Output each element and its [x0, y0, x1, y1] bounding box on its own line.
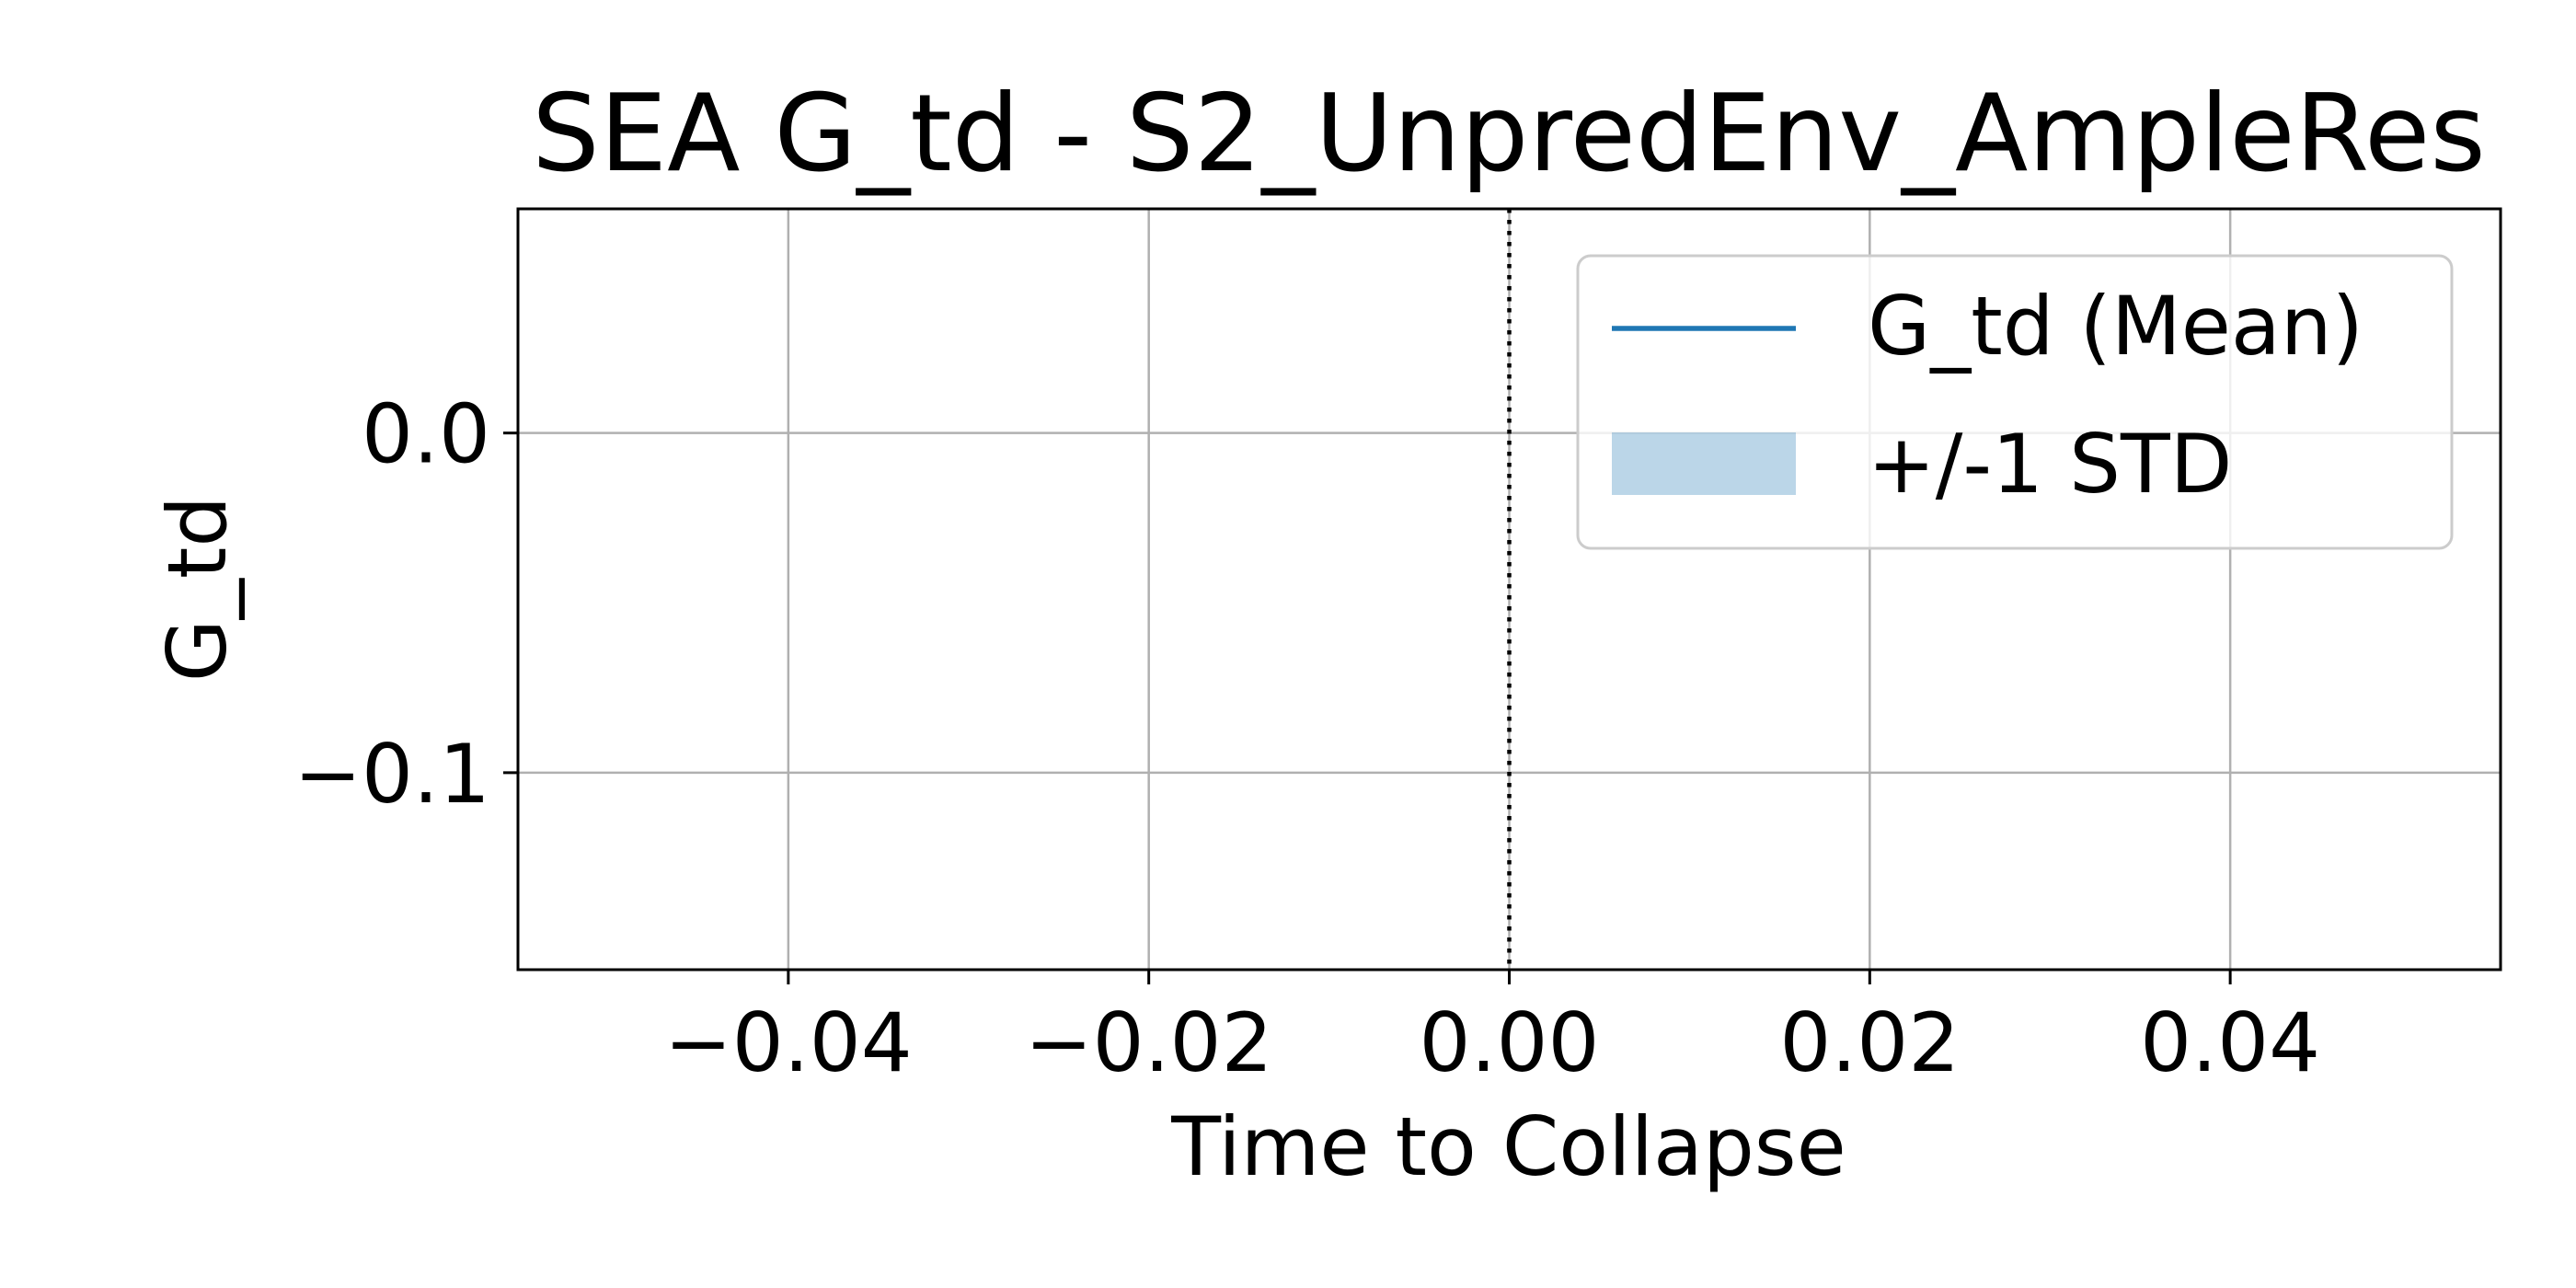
x-tick-label: 0.04	[2140, 995, 2320, 1090]
y-tick-label: 0.0	[362, 387, 490, 482]
legend-std-band-swatch	[1612, 432, 1796, 495]
legend-frame	[1576, 254, 2454, 550]
legend: G_td (Mean) +/-1 STD	[1576, 254, 2454, 550]
legend-label-std: +/-1 STD	[1868, 417, 2232, 512]
chart-title: SEA G_td - S2_UnpredEnv_AmpleRes	[532, 72, 2486, 196]
y-tick-label: −0.1	[293, 727, 490, 822]
x-axis-label: Time to Collapse	[1170, 1099, 1846, 1194]
x-tick-label: −0.02	[1025, 995, 1273, 1090]
tick-layer: −0.04 −0.02 0.00 0.02 0.04 0.0 −0.1	[293, 387, 2320, 1090]
x-tick-label: 0.02	[1779, 995, 1960, 1090]
x-tick-label: 0.00	[1420, 995, 1600, 1090]
x-tick-label: −0.04	[664, 995, 913, 1090]
y-axis-label: G_td	[150, 496, 245, 683]
legend-label-mean: G_td (Mean)	[1868, 279, 2363, 374]
